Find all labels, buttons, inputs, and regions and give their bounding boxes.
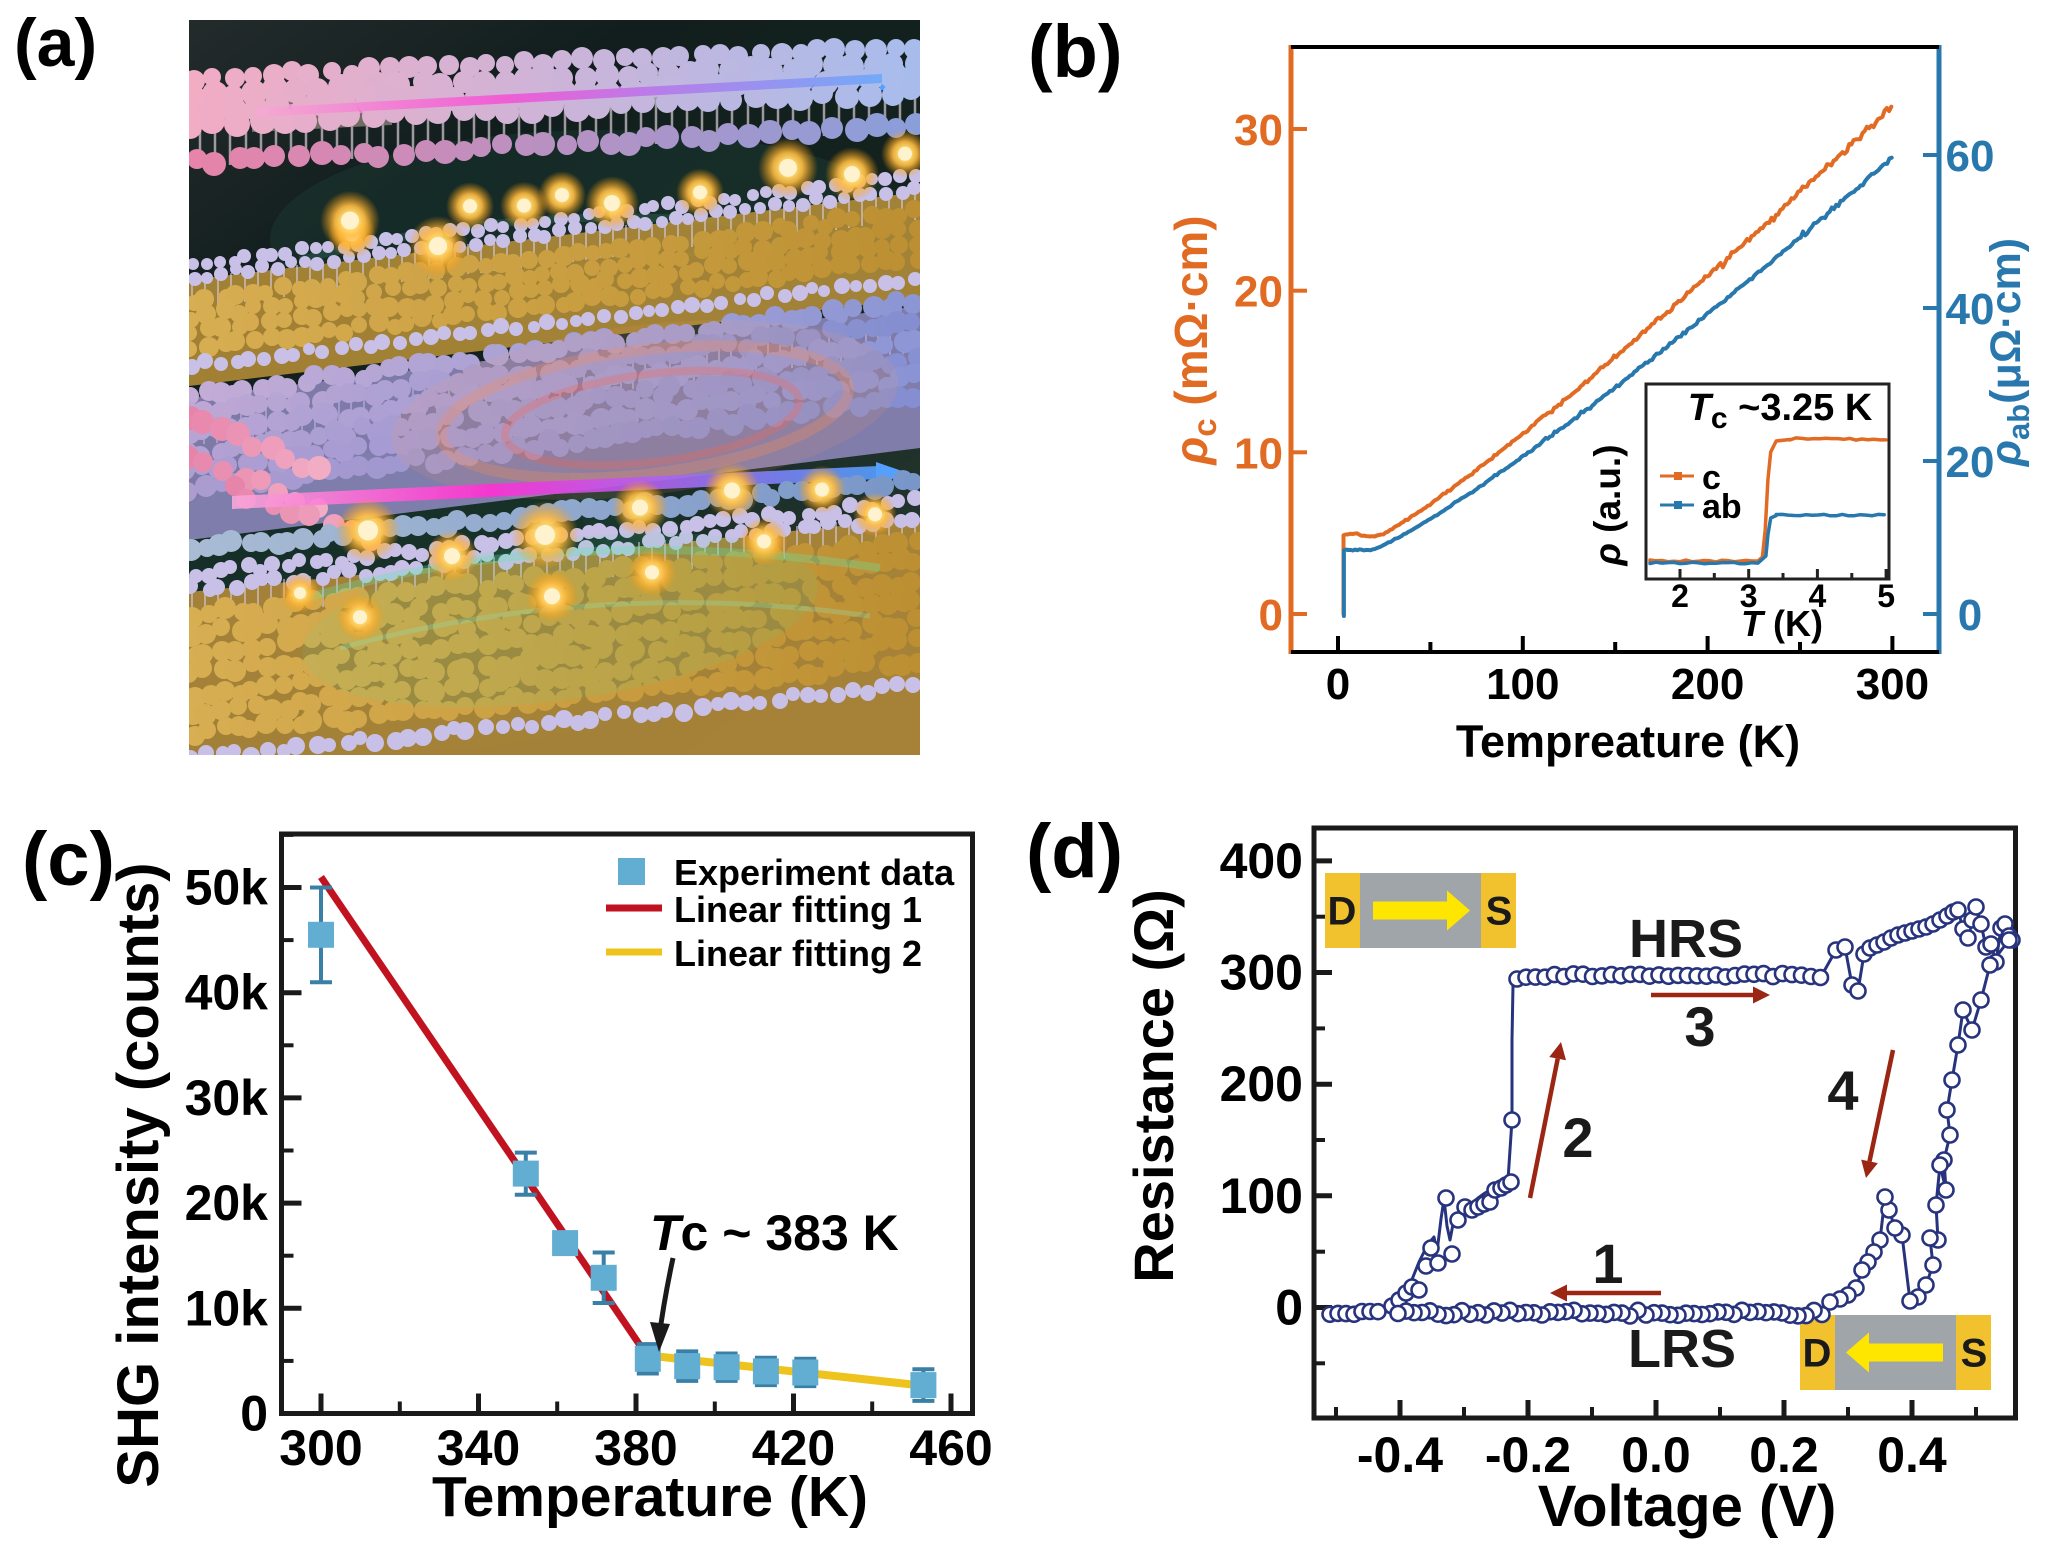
- svg-text:D: D: [1803, 1332, 1832, 1376]
- svg-text:2: 2: [1671, 578, 1689, 614]
- svg-text:ρ (a.u.): ρ (a.u.): [1587, 444, 1628, 566]
- svg-text:T (K): T (K): [1741, 603, 1823, 644]
- svg-text:300: 300: [1220, 945, 1303, 1001]
- svg-text:0.2: 0.2: [1749, 1427, 1819, 1483]
- svg-text:Tc ~3.25 K: Tc ~3.25 K: [1688, 387, 1873, 435]
- svg-text:(c): (c): [22, 817, 115, 902]
- svg-text:HRS: HRS: [1629, 909, 1743, 969]
- svg-text:S: S: [1486, 890, 1513, 934]
- svg-text:340: 340: [437, 1420, 520, 1476]
- svg-text:20k: 20k: [185, 1175, 269, 1231]
- svg-text:420: 420: [752, 1420, 835, 1476]
- svg-text:60: 60: [1946, 132, 1995, 181]
- svg-text:ab: ab: [1702, 488, 1742, 526]
- svg-text:200: 200: [1220, 1056, 1303, 1112]
- svg-text:LRS: LRS: [1628, 1319, 1736, 1379]
- svg-text:5: 5: [1877, 578, 1895, 614]
- svg-text:SHG intensity (counts): SHG intensity (counts): [106, 862, 171, 1487]
- svg-text:ρab(μΩ·cm): ρab(μΩ·cm): [1982, 238, 2036, 467]
- svg-text:Experiment data: Experiment data: [674, 852, 955, 893]
- svg-text:0: 0: [240, 1386, 268, 1442]
- svg-text:300: 300: [1856, 660, 1929, 709]
- svg-text:Tc ~ 383 K: Tc ~ 383 K: [650, 1205, 899, 1261]
- svg-text:Resistance (Ω): Resistance (Ω): [1122, 889, 1185, 1282]
- svg-text:380: 380: [594, 1420, 677, 1476]
- svg-text:0.0: 0.0: [1621, 1427, 1691, 1483]
- svg-text:10: 10: [1234, 429, 1283, 478]
- svg-text:200: 200: [1671, 660, 1744, 709]
- svg-text:40: 40: [1946, 285, 1995, 334]
- svg-text:Tempreature (K): Tempreature (K): [1456, 716, 1800, 767]
- svg-text:4: 4: [1827, 1059, 1858, 1122]
- svg-text:30: 30: [1234, 106, 1283, 155]
- svg-text:Linear fitting 1: Linear fitting 1: [674, 889, 922, 930]
- svg-text:ρc (mΩ·cm): ρc (mΩ·cm): [1165, 215, 1223, 466]
- svg-text:(b): (b): [1028, 10, 1123, 93]
- svg-text:460: 460: [909, 1420, 992, 1476]
- svg-text:400: 400: [1220, 833, 1303, 889]
- svg-text:0.4: 0.4: [1877, 1427, 1947, 1483]
- svg-text:2: 2: [1562, 1106, 1593, 1169]
- svg-text:(a): (a): [14, 5, 97, 81]
- svg-text:-0.4: -0.4: [1357, 1427, 1443, 1483]
- svg-text:S: S: [1961, 1332, 1988, 1376]
- svg-text:0: 0: [1326, 660, 1350, 709]
- svg-text:4: 4: [1809, 578, 1827, 614]
- svg-text:0: 0: [1275, 1280, 1303, 1336]
- svg-text:50k: 50k: [185, 860, 269, 916]
- svg-text:3: 3: [1740, 578, 1758, 614]
- svg-text:Temperature (K): Temperature (K): [432, 1465, 868, 1529]
- svg-text:40k: 40k: [185, 965, 269, 1021]
- svg-text:100: 100: [1220, 1168, 1303, 1224]
- svg-text:Voltage (V): Voltage (V): [1538, 1474, 1837, 1539]
- svg-text:0: 0: [1259, 591, 1283, 640]
- svg-text:-0.2: -0.2: [1485, 1427, 1571, 1483]
- svg-text:300: 300: [279, 1420, 362, 1476]
- svg-text:D: D: [1328, 890, 1357, 934]
- svg-text:10k: 10k: [185, 1280, 269, 1336]
- svg-text:3: 3: [1684, 995, 1715, 1058]
- svg-text:(d): (d): [1026, 809, 1123, 894]
- svg-text:20: 20: [1946, 438, 1995, 487]
- svg-text:100: 100: [1486, 660, 1559, 709]
- svg-text:Linear fitting 2: Linear fitting 2: [674, 933, 922, 974]
- svg-text:30k: 30k: [185, 1070, 269, 1126]
- svg-text:c: c: [1702, 459, 1721, 497]
- svg-text:0: 0: [1958, 591, 1982, 640]
- svg-text:20: 20: [1234, 268, 1283, 317]
- svg-text:1: 1: [1592, 1232, 1623, 1295]
